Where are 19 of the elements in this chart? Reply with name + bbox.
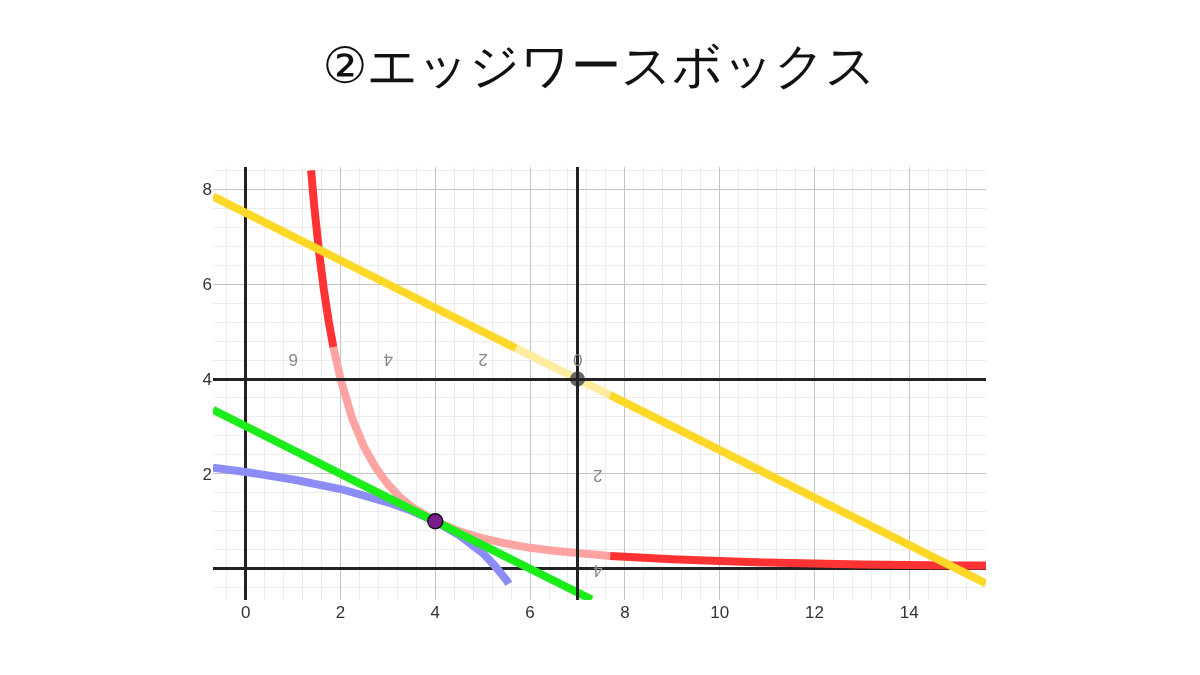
x-tick-label: 2 <box>335 603 346 622</box>
chart-title: ②エッジワースボックス <box>322 36 877 95</box>
y-tick-label: 2 <box>202 464 212 484</box>
x-tick-label: 14 <box>899 603 919 622</box>
y2-tick-label: 2 <box>593 465 603 485</box>
x-tick-label: 12 <box>804 603 824 622</box>
x-tick-label: 8 <box>620 603 630 622</box>
x2-tick-label: 6 <box>288 350 299 370</box>
x-tick-label: 6 <box>525 603 535 622</box>
y2-tick-label: 4 <box>593 560 603 580</box>
x-tick-label: 0 <box>240 603 251 622</box>
y-tick-label: 6 <box>202 275 212 295</box>
x2-tick-label: 0 <box>572 350 583 370</box>
x-tick-label: 4 <box>430 603 441 622</box>
y-tick-label: 8 <box>202 180 212 200</box>
y-tick-label: 4 <box>202 369 212 389</box>
x2-tick-label: 4 <box>383 350 393 370</box>
x2-tick-label: 2 <box>478 350 488 370</box>
x-tick-label: 10 <box>710 603 730 622</box>
